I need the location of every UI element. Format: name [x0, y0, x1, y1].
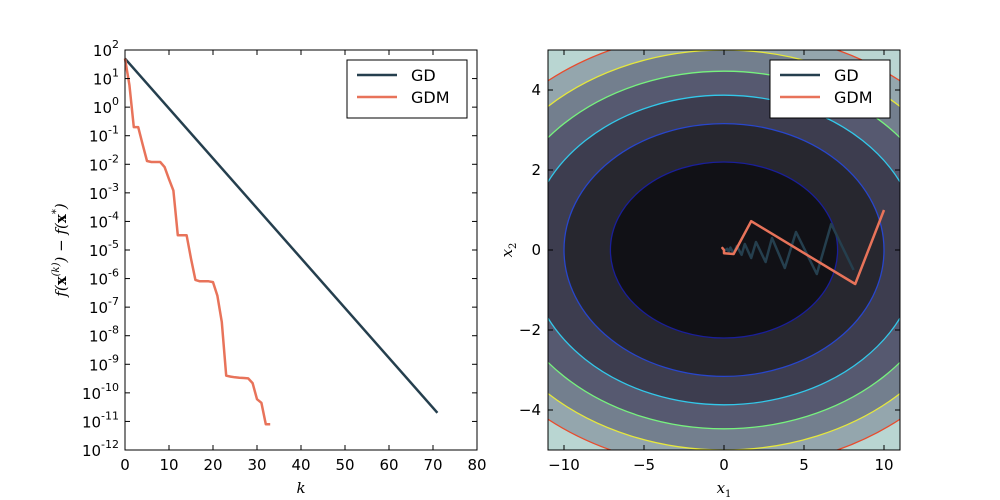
left-series-gdm	[123, 58, 271, 426]
right-y-tick-label: 4	[531, 81, 541, 99]
right-x-tick-label: 0	[719, 456, 729, 474]
left-y-axis-label: f(x(k)) − f(x*)	[51, 203, 70, 298]
right-x-axis-label: x1	[717, 479, 732, 500]
left-y-tick-label: 102	[93, 38, 119, 60]
left-legend: GD GDM	[346, 59, 468, 119]
contour-plot: −10 −5 0 5 10 4 2 0 −2 −4 x1 x2 GD GDM	[498, 49, 901, 500]
right-series-lines	[721, 209, 886, 286]
left-y-tick-label: 10-1	[89, 124, 119, 146]
convergence-plot: 0 10 20 30 40 50 60 70 80 10210110010-110-210-31…	[51, 38, 487, 497]
legend-box	[769, 59, 891, 119]
right-legend: GD GDM	[769, 59, 891, 119]
right-x-tick-label: 5	[799, 456, 809, 474]
contour-line	[563, 122, 885, 378]
left-y-tick-label: 10-8	[89, 324, 119, 346]
left-y-tick-label: 10-9	[89, 352, 119, 374]
contour-line	[548, 94, 900, 406]
left-y-tick-label: 100	[93, 95, 119, 117]
right-y-tick-label: 0	[531, 241, 541, 259]
left-y-tick-label: 10-7	[89, 295, 119, 317]
right-y-axis-label: x2	[498, 243, 519, 258]
legend-label-gdm: GDM	[834, 88, 873, 107]
left-y-tick-label: 10-2	[89, 152, 119, 174]
left-x-tick-label: 70	[423, 456, 442, 474]
right-series-gdm	[721, 209, 886, 286]
left-x-tick-label: 10	[159, 456, 178, 474]
left-y-ticks: 102 101 100 10-1 10-2 10-3 10-4 10-5 10-6 10-7 10-…	[82, 38, 477, 460]
left-y-tick-label: 10-10	[82, 381, 119, 403]
left-y-tick-label: 101	[93, 67, 119, 89]
left-x-tick-label: 60	[379, 456, 398, 474]
contour-ellipses	[548, 50, 900, 450]
left-y-tick-label: 10-4	[89, 209, 119, 231]
left-y-tick-label: 10-3	[89, 181, 119, 203]
right-series-gd	[724, 222, 855, 276]
contour-line	[548, 70, 900, 430]
right-x-ticks: −10 −5 0 5 10	[548, 50, 894, 474]
right-y-ticks: 4 2 0 −2 −4	[519, 81, 900, 419]
left-y-tick-label: 10-11	[82, 409, 119, 431]
legend-label-gd: GD	[411, 66, 436, 85]
left-x-tick-label: 20	[203, 456, 222, 474]
left-x-tick-label: 30	[247, 456, 266, 474]
contour-line	[609, 161, 839, 339]
left-x-tick-label: 40	[291, 456, 310, 474]
right-x-tick-label: −5	[633, 456, 655, 474]
left-series-gd	[124, 57, 439, 414]
left-x-axis-label: k	[296, 479, 305, 497]
right-y-tick-label: 2	[531, 161, 541, 179]
left-x-tick-label: 50	[335, 456, 354, 474]
left-series-lines	[123, 57, 439, 426]
left-y-tick-label: 10-5	[89, 238, 119, 260]
legend-label-gdm: GDM	[411, 88, 450, 107]
left-x-ticks: 0 10 20 30 40 50 60 70 80	[120, 50, 487, 474]
right-x-tick-label: 10	[874, 456, 893, 474]
right-y-tick-label: −2	[519, 321, 541, 339]
legend-label-gd: GD	[834, 66, 859, 85]
left-y-tick-label: 10-6	[89, 267, 119, 289]
legend-box	[346, 59, 468, 119]
left-x-tick-label: 80	[467, 456, 486, 474]
left-x-tick-label: 0	[120, 456, 130, 474]
right-y-tick-label: −4	[519, 401, 541, 419]
right-x-tick-label: −10	[548, 456, 580, 474]
left-y-tick-label: 10-12	[82, 438, 119, 460]
